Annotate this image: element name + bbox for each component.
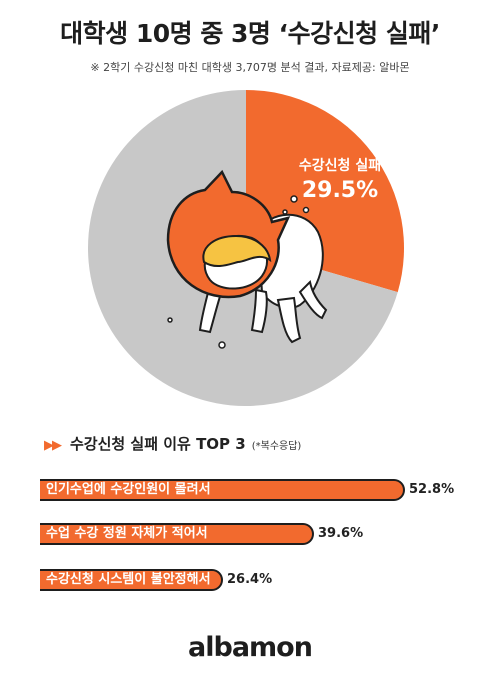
bar-value-label: 52.8% xyxy=(409,482,455,497)
section-title-text: 수강신청 실패 이유 TOP 3 xyxy=(70,435,246,453)
double-arrow-icon: ▶▶ xyxy=(44,438,62,453)
page-title: 대학생 10명 중 3명 ‘수강신청 실패’ xyxy=(60,19,440,48)
pie-chart xyxy=(88,90,404,406)
bar-2: 수업 수강 정원 자체가 적어서 xyxy=(40,523,314,545)
albamon-logo: albamon xyxy=(188,632,313,663)
source-note: ※ 2학기 수강신청 마친 대학생 3,707명 분석 결과, 자료제공: 알바… xyxy=(90,61,410,74)
character-illustration xyxy=(166,169,328,349)
section-note: (*복수응답) xyxy=(251,441,302,452)
bar-1: 인기수업에 수강인원이 몰려서 xyxy=(40,479,405,501)
bar-value-label: 26.4% xyxy=(227,572,273,587)
pie-slice-label: 수강신청 실패 xyxy=(298,158,382,174)
bar-3: 수강신청 시스템이 불안정해서 xyxy=(40,569,223,591)
pie-slice-value: 29.5% xyxy=(301,178,379,203)
bar-value-label: 39.6% xyxy=(318,526,364,541)
section-title: ▶▶ 수강신청 실패 이유 TOP 3 (*복수응답) xyxy=(44,433,301,454)
